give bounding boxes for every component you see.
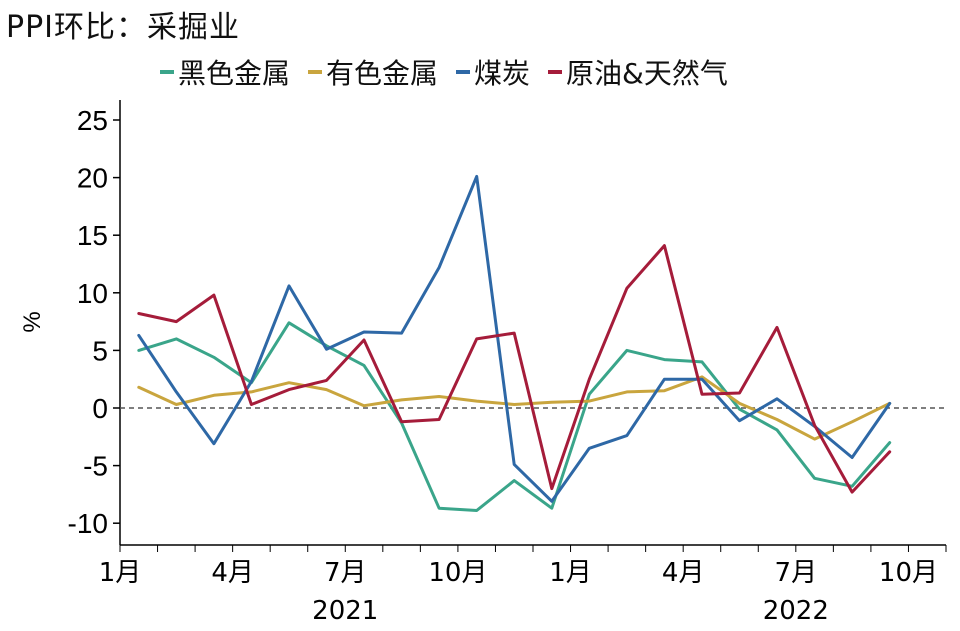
- x-year-label: 2021: [312, 596, 378, 626]
- legend-label: 煤炭: [474, 57, 531, 90]
- x-tick-label: 10月: [879, 558, 938, 588]
- series-line: [137, 244, 892, 494]
- x-tick-label: 1月: [549, 558, 592, 588]
- legend: 黑色金属 有色金属 煤炭 原油&天然气: [160, 52, 728, 92]
- legend-swatch: [456, 70, 471, 74]
- chart-title: PPI环比：采掘业: [6, 10, 241, 45]
- legend-label: 黑色金属: [178, 57, 291, 90]
- y-tick-label: 25: [77, 105, 108, 136]
- x-tick-label: 4月: [662, 558, 705, 588]
- y-tick-label: 5: [92, 335, 108, 366]
- y-tick-label: -5: [83, 451, 108, 482]
- legend-swatch: [548, 70, 563, 74]
- series-line: [137, 321, 892, 512]
- y-tick-label: 20: [77, 163, 108, 194]
- y-tick-label: -10: [68, 508, 108, 539]
- legend-item: 煤炭: [456, 52, 530, 92]
- legend-item: 原油&天然气: [548, 52, 728, 92]
- legend-swatch: [160, 70, 174, 74]
- legend-swatch: [308, 70, 323, 74]
- y-tick-label: 10: [77, 278, 108, 309]
- y-tick-label: 15: [77, 220, 108, 251]
- legend-item: 黑色金属: [160, 52, 290, 92]
- x-tick-label: 7月: [775, 558, 818, 588]
- x-year-label: 2022: [763, 596, 829, 626]
- legend-item: 有色金属: [308, 52, 438, 92]
- y-tick-label: 0: [92, 393, 108, 424]
- y-axis-label: %: [19, 311, 46, 332]
- x-tick-label: 4月: [211, 558, 254, 588]
- x-tick-label: 1月: [99, 558, 142, 588]
- series-line: [137, 375, 892, 441]
- x-tick-label: 7月: [324, 558, 367, 588]
- x-tick-label: 10月: [428, 558, 487, 588]
- legend-label: 原油&天然气: [566, 57, 728, 90]
- legend-label: 有色金属: [326, 57, 439, 90]
- series-line: [137, 174, 892, 503]
